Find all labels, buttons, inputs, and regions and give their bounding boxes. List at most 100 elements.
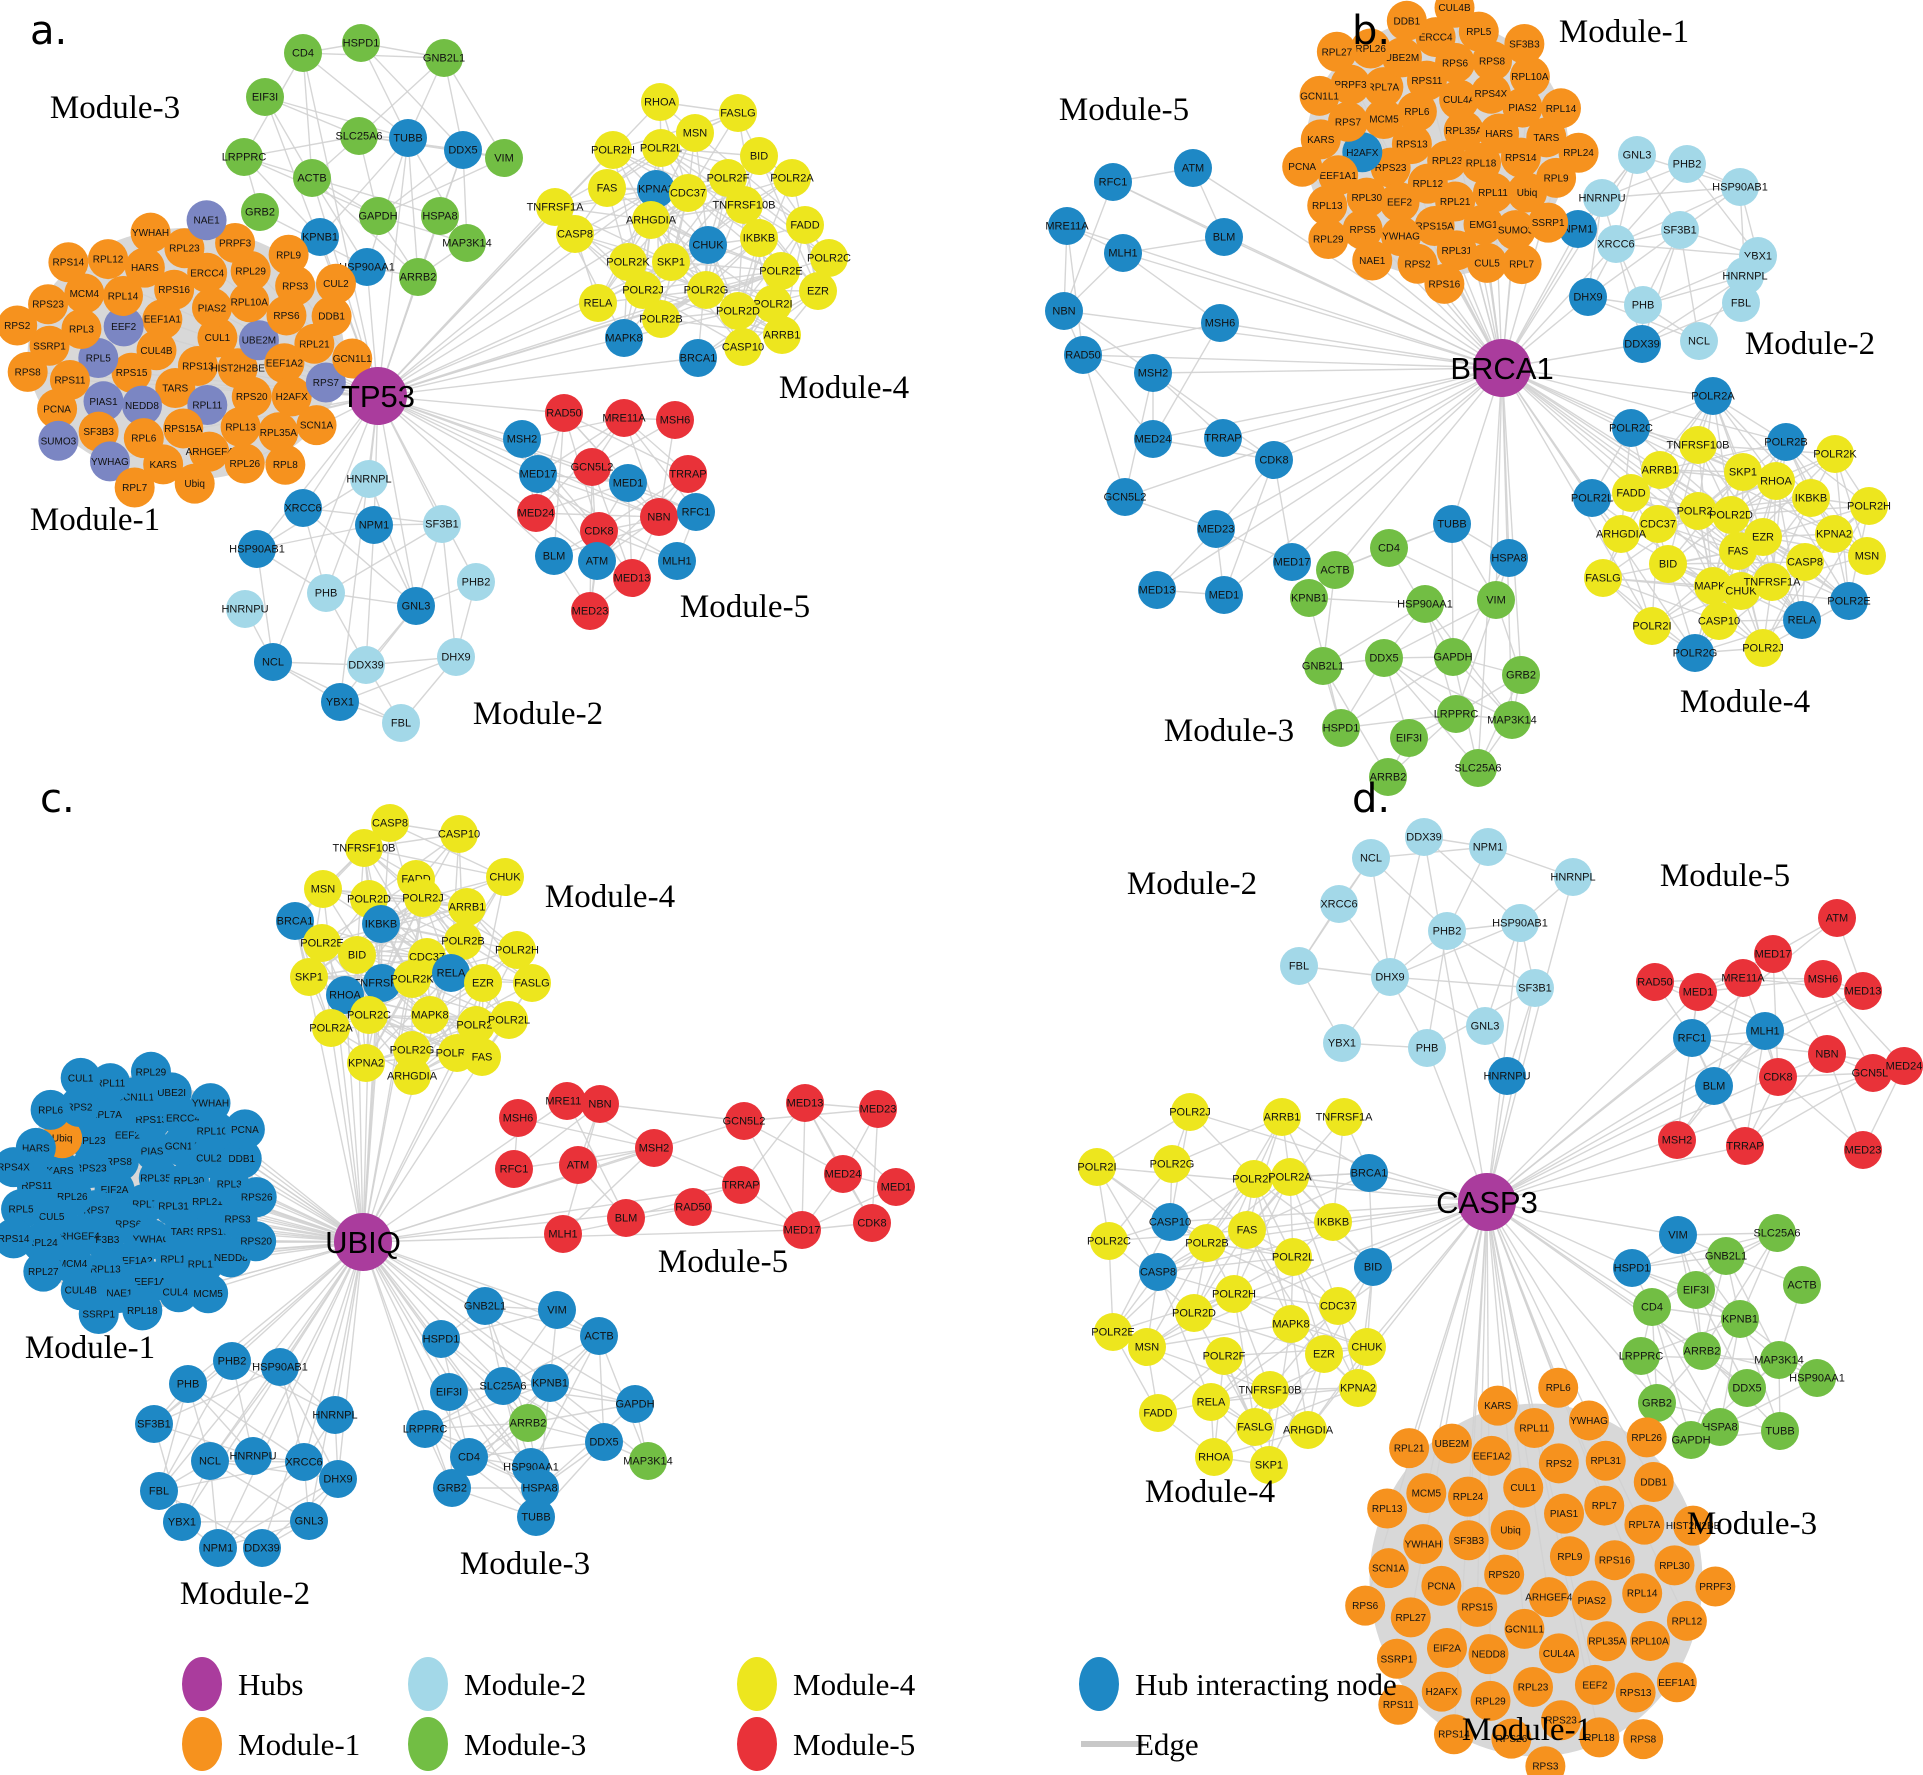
node-MAP3K14 bbox=[1493, 701, 1531, 739]
edge bbox=[563, 412, 660, 518]
node-ATM bbox=[1174, 149, 1212, 187]
node-RPL8 bbox=[265, 444, 306, 485]
edge bbox=[1193, 1312, 1325, 1355]
node-RAD50 bbox=[1064, 336, 1102, 374]
node-RPL7A bbox=[1363, 67, 1404, 108]
node-ATM bbox=[578, 542, 616, 580]
node-RPL3 bbox=[61, 308, 102, 349]
node-MSH6 bbox=[1804, 960, 1842, 998]
edge bbox=[623, 244, 709, 339]
node-SLC25A6 bbox=[484, 1367, 522, 1405]
edge bbox=[1451, 523, 1454, 658]
edge bbox=[1615, 243, 1759, 257]
node-MRE11A bbox=[1724, 959, 1762, 997]
node-POLR2L bbox=[490, 1001, 528, 1039]
node-YWHAH bbox=[1403, 1524, 1444, 1565]
node-EMG1 bbox=[1463, 204, 1504, 245]
node-IKBKB bbox=[1314, 1203, 1352, 1241]
node-POLR2L bbox=[642, 129, 680, 167]
module-label: Module-1 bbox=[25, 1330, 155, 1366]
edge bbox=[441, 523, 457, 658]
node-HNRNPU bbox=[1583, 179, 1621, 217]
node-ATM bbox=[1818, 899, 1856, 937]
node-NPM1 bbox=[1469, 828, 1507, 866]
node-MCM5 bbox=[1363, 99, 1404, 140]
legend-swatch-m3 bbox=[408, 1717, 448, 1771]
node-EZR bbox=[1305, 1335, 1343, 1373]
node-RPS4X bbox=[0, 1147, 34, 1188]
hub-TP53 bbox=[349, 367, 407, 425]
node-BID bbox=[740, 137, 778, 175]
legend-label: Module-2 bbox=[464, 1667, 586, 1702]
node-ARRB1 bbox=[1641, 451, 1679, 489]
panel-letter-c: c. bbox=[40, 776, 75, 822]
node-GAPDH bbox=[359, 197, 397, 235]
hub-edge bbox=[334, 1241, 364, 1416]
node-CUL1 bbox=[1503, 1467, 1544, 1508]
hub-edge bbox=[1477, 367, 1503, 769]
hub-edge bbox=[1486, 1201, 1559, 1388]
hub-edge bbox=[1273, 367, 1503, 461]
edge bbox=[358, 57, 445, 137]
node-RPL14 bbox=[103, 275, 144, 316]
node-TNFRSF1A bbox=[1753, 563, 1791, 601]
node-MSH2 bbox=[1134, 354, 1172, 392]
node-TNFRSF1A bbox=[536, 188, 574, 226]
edge bbox=[1171, 1116, 1283, 1165]
node-UBE2M bbox=[1431, 1423, 1472, 1464]
hub-edge bbox=[362, 1241, 426, 1430]
node-MAPK8 bbox=[411, 996, 449, 1034]
node-BRCA1 bbox=[1350, 1154, 1388, 1192]
node-Ubiq bbox=[174, 463, 215, 504]
hub-edge bbox=[1222, 367, 1503, 439]
hub-edge bbox=[1219, 322, 1503, 369]
node-SSRP1 bbox=[78, 1293, 119, 1334]
node-HSP90AA1 bbox=[1798, 1359, 1836, 1397]
node-HSPA8 bbox=[521, 1469, 559, 1507]
hub-edge bbox=[1336, 51, 1503, 369]
node-HNRNPU bbox=[226, 590, 264, 628]
node-ARRB2 bbox=[399, 258, 437, 296]
node-FASLG bbox=[1584, 559, 1622, 597]
module-label: Module-3 bbox=[1164, 713, 1294, 749]
node-PRPF3 bbox=[1330, 64, 1371, 105]
hub-edge bbox=[256, 395, 379, 550]
node-DHX9 bbox=[1569, 278, 1607, 316]
node-RPS8 bbox=[1623, 1719, 1664, 1760]
module-label: Module-4 bbox=[1680, 684, 1810, 720]
hub-edge bbox=[1486, 1201, 1679, 1236]
node-ARHGDIA bbox=[1289, 1411, 1327, 1449]
node-PCNA bbox=[224, 1109, 265, 1150]
edge bbox=[440, 1338, 529, 1424]
node-BLM bbox=[607, 1199, 645, 1237]
node-POLR2H bbox=[1850, 487, 1888, 525]
node-UBE2M bbox=[238, 320, 279, 361]
node-CHUK bbox=[486, 858, 524, 896]
edge bbox=[389, 822, 506, 878]
edge bbox=[537, 473, 660, 518]
node-HSPA8 bbox=[1490, 539, 1528, 577]
node-CD4 bbox=[1633, 1288, 1671, 1326]
node-MRE11A bbox=[605, 399, 643, 437]
module-label: Module-4 bbox=[779, 370, 909, 406]
node-POLR2G bbox=[1676, 634, 1714, 672]
node-MED24 bbox=[824, 1155, 862, 1193]
node-MLH1 bbox=[544, 1215, 582, 1253]
node-POLR2D bbox=[1175, 1294, 1213, 1332]
node-ARHGDIA bbox=[632, 201, 670, 239]
edge bbox=[1146, 1242, 1208, 1348]
node-ARRB2 bbox=[1683, 1332, 1721, 1370]
edge bbox=[612, 112, 739, 151]
legend-label: Edge bbox=[1135, 1727, 1199, 1762]
node-POLR2C bbox=[350, 996, 388, 1034]
node-PRPF3 bbox=[215, 222, 256, 263]
node-YWHAH bbox=[130, 212, 171, 253]
node-RPL29 bbox=[1308, 219, 1349, 260]
edge bbox=[1389, 836, 1425, 978]
node-RPS23 bbox=[28, 284, 69, 325]
hub-edge bbox=[377, 395, 539, 475]
node-POLR2J bbox=[404, 879, 442, 917]
panel-letter-a: a. bbox=[30, 8, 67, 54]
node-XRCC6 bbox=[284, 489, 322, 527]
